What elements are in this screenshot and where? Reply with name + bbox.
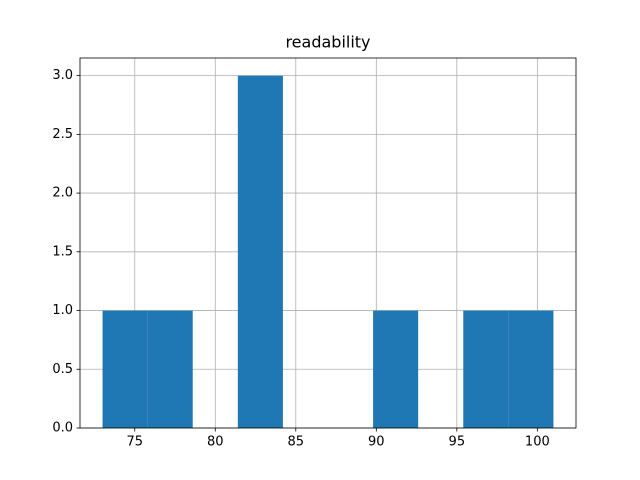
bar: [237, 75, 283, 428]
axes-frame: [79, 57, 577, 429]
x-tick-label: 80: [207, 435, 224, 450]
y-tick-label: 2.0: [52, 186, 73, 201]
y-tick-label: 2.5: [52, 127, 73, 142]
bar: [508, 310, 554, 428]
x-tick-label: 85: [288, 435, 305, 450]
y-tick-label: 0.0: [52, 421, 73, 436]
x-tick-label: 95: [449, 435, 466, 450]
bar: [463, 310, 509, 428]
y-tick-label: 0.5: [52, 362, 73, 377]
y-tick-label: 1.5: [52, 244, 73, 259]
x-tick-label: 75: [126, 435, 143, 450]
bar: [147, 310, 193, 428]
x-tick-label: 100: [525, 435, 550, 450]
bar: [102, 310, 148, 428]
chart-title: readability: [285, 33, 370, 52]
y-tick-label: 3.0: [52, 68, 73, 83]
y-tick-label: 1.0: [52, 303, 73, 318]
x-tick-label: 90: [368, 435, 385, 450]
bar: [373, 310, 419, 428]
